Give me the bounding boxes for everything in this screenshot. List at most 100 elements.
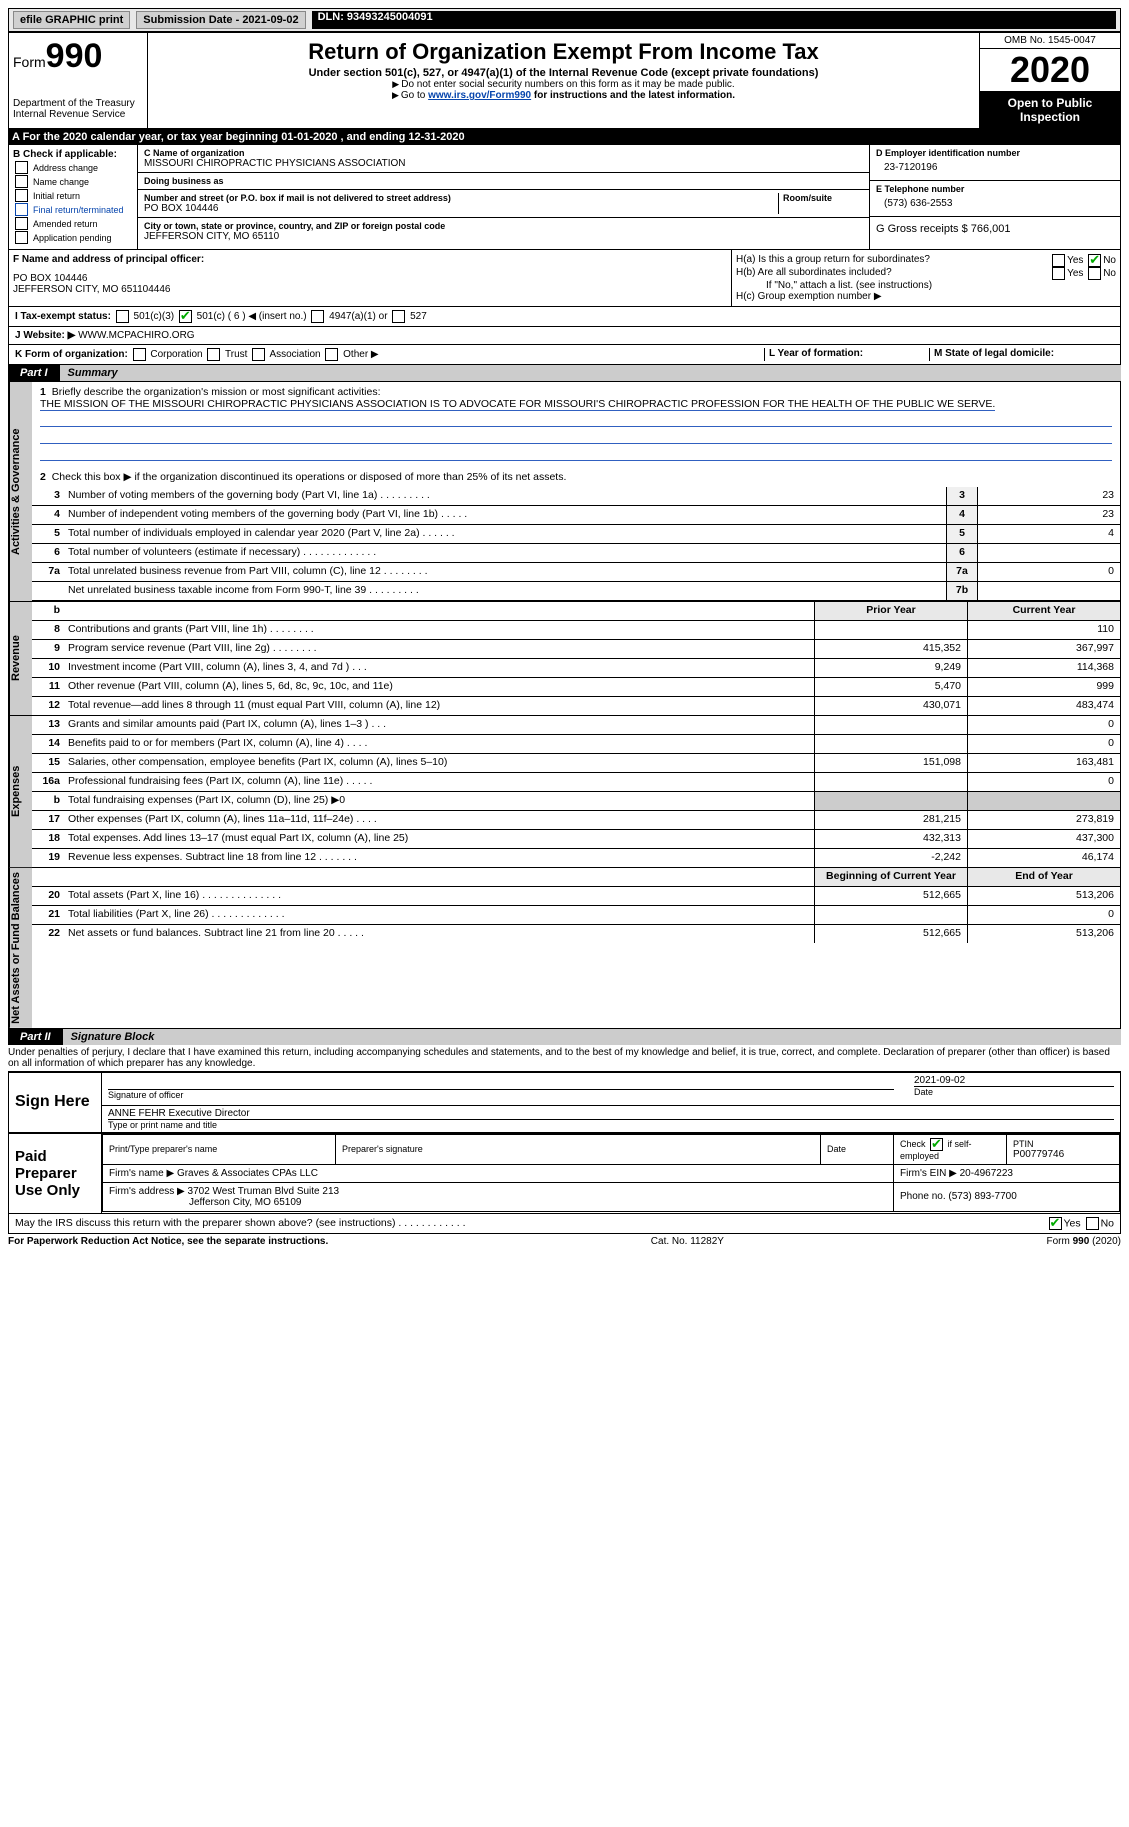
- line-row: 11 Other revenue (Part VIII, column (A),…: [32, 678, 1120, 697]
- checkbox-icon[interactable]: [15, 175, 28, 188]
- yes-label: Yes: [1067, 255, 1083, 266]
- current-value: 367,997: [967, 640, 1120, 658]
- 4947a1: 4947(a)(1) or: [329, 311, 387, 322]
- line-num: 5: [32, 525, 64, 543]
- line-num: 15: [32, 754, 64, 772]
- sig-officer-label: Signature of officer: [108, 1090, 183, 1100]
- prior-value: 432,313: [814, 830, 967, 848]
- checkbox-icon[interactable]: [133, 348, 146, 361]
- exp-body: 13 Grants and similar amounts paid (Part…: [32, 716, 1120, 867]
- form-note2: Go to www.irs.gov/Form990 for instructio…: [152, 90, 975, 101]
- checkbox-icon[interactable]: [179, 310, 192, 323]
- dept-treasury: Department of the Treasury: [13, 98, 143, 109]
- checkbox-icon[interactable]: [311, 310, 324, 323]
- current-value: 999: [967, 678, 1120, 696]
- checkbox-icon[interactable]: [1052, 267, 1065, 280]
- year: 2020: [1095, 1236, 1117, 1247]
- checkbox-icon[interactable]: [1052, 254, 1065, 267]
- section-b: B Check if applicable: Address change Na…: [8, 145, 1121, 250]
- line-text: Grants and similar amounts paid (Part IX…: [64, 716, 814, 734]
- lbl-initial: Initial return: [33, 191, 80, 201]
- hb-answers: Yes No: [1050, 267, 1116, 280]
- sig-date: 2021-09-02 Date: [914, 1075, 1114, 1103]
- line-num: 17: [32, 811, 64, 829]
- part1-title: Summary: [60, 365, 1121, 381]
- checkbox-icon[interactable]: [15, 161, 28, 174]
- line-row: 4 Number of independent voting members o…: [32, 506, 1120, 525]
- prior-value: 512,665: [814, 887, 967, 905]
- checkbox-icon[interactable]: [1088, 267, 1101, 280]
- line-num: 7a: [32, 563, 64, 581]
- checkbox-icon[interactable]: [930, 1138, 943, 1151]
- line-text: Other expenses (Part IX, column (A), lin…: [64, 811, 814, 829]
- checkbox-icon[interactable]: [15, 231, 28, 244]
- box-k: K Form of organization: Corporation Trus…: [15, 348, 764, 361]
- sign-here-block: Sign Here Signature of officer 2021-09-0…: [8, 1071, 1121, 1133]
- lbl-name: Name change: [33, 177, 89, 187]
- line-num: b: [32, 792, 64, 810]
- yes-label: Yes: [1067, 268, 1083, 279]
- no-label: No: [1103, 268, 1116, 279]
- line-text: Salaries, other compensation, employee b…: [64, 754, 814, 772]
- checkbox-icon[interactable]: [1088, 254, 1101, 267]
- current-value: 0: [967, 716, 1120, 734]
- addr-label: Number and street (or P.O. box if mail i…: [144, 193, 778, 203]
- efile-button[interactable]: efile GRAPHIC print: [13, 11, 130, 29]
- checkbox-icon[interactable]: [1086, 1217, 1099, 1230]
- checkbox-icon[interactable]: [116, 310, 129, 323]
- line-text: Investment income (Part VIII, column (A)…: [64, 659, 814, 677]
- sig-date-label: Date: [914, 1086, 1114, 1097]
- box-f-label: F Name and address of principal officer:: [13, 254, 727, 265]
- line-num: 8: [32, 621, 64, 639]
- line-text: Total unrelated business revenue from Pa…: [64, 563, 946, 581]
- checkbox-icon[interactable]: [1049, 1217, 1062, 1230]
- sig-row2: ANNE FEHR Executive Director Type or pri…: [102, 1106, 1120, 1132]
- prep-h5: PTIN: [1013, 1139, 1113, 1149]
- line-text: Program service revenue (Part VIII, line…: [64, 640, 814, 658]
- line-row: 18 Total expenses. Add lines 13–17 (must…: [32, 830, 1120, 849]
- checkbox-icon[interactable]: [15, 189, 28, 202]
- line-num: 10: [32, 659, 64, 677]
- blank: [64, 868, 814, 886]
- box-i: I Tax-exempt status: 501(c)(3) 501(c) ( …: [8, 307, 1121, 327]
- check-initial: Initial return: [13, 189, 133, 202]
- line-num: 13: [32, 716, 64, 734]
- org-name: MISSOURI CHIROPRACTIC PHYSICIANS ASSOCIA…: [144, 158, 863, 169]
- h4-pre: Check: [900, 1139, 926, 1149]
- checkbox-icon[interactable]: [252, 348, 265, 361]
- ein-value2: 20-4967223: [960, 1168, 1013, 1179]
- line-row: 3 Number of voting members of the govern…: [32, 487, 1120, 506]
- irs-link[interactable]: www.irs.gov/Form990: [428, 90, 531, 101]
- line-row: 7a Total unrelated business revenue from…: [32, 563, 1120, 582]
- box-f-addr1: PO BOX 104446: [13, 273, 727, 284]
- net-body: Beginning of Current Year End of Year 20…: [32, 868, 1120, 1028]
- blank: b: [32, 602, 64, 620]
- checkbox-icon[interactable]: [325, 348, 338, 361]
- line-num: 22: [32, 925, 64, 943]
- prep-h2: Preparer's signature: [342, 1144, 814, 1154]
- box-d: D Employer identification number 23-7120…: [869, 145, 1120, 249]
- line-row: 12 Total revenue—add lines 8 through 11 …: [32, 697, 1120, 715]
- current-value: 273,819: [967, 811, 1120, 829]
- firm-label: Firm's name ▶: [109, 1168, 174, 1179]
- line-row: 10 Investment income (Part VIII, column …: [32, 659, 1120, 678]
- checkbox-icon[interactable]: [15, 203, 28, 216]
- form-note1: Do not enter social security numbers on …: [152, 79, 975, 90]
- line-value: 23: [977, 506, 1120, 524]
- line-text: Number of voting members of the governin…: [64, 487, 946, 505]
- line-box: 7a: [946, 563, 977, 581]
- line-row: 21 Total liabilities (Part X, line 26) .…: [32, 906, 1120, 925]
- checkbox-icon[interactable]: [207, 348, 220, 361]
- checkbox-icon[interactable]: [15, 217, 28, 230]
- line-row: 19 Revenue less expenses. Subtract line …: [32, 849, 1120, 867]
- line-box: 3: [946, 487, 977, 505]
- prior-value: [814, 735, 967, 753]
- line-text: Revenue less expenses. Subtract line 18 …: [64, 849, 814, 867]
- form-label: Form: [13, 54, 46, 70]
- note2-post: for instructions and the latest informat…: [531, 90, 735, 101]
- sig-name: ANNE FEHR Executive Director Type or pri…: [108, 1108, 1114, 1130]
- form-number: Form990: [13, 37, 143, 76]
- underline: [40, 429, 1112, 444]
- firm-name: Graves & Associates CPAs LLC: [177, 1168, 318, 1179]
- checkbox-icon[interactable]: [392, 310, 405, 323]
